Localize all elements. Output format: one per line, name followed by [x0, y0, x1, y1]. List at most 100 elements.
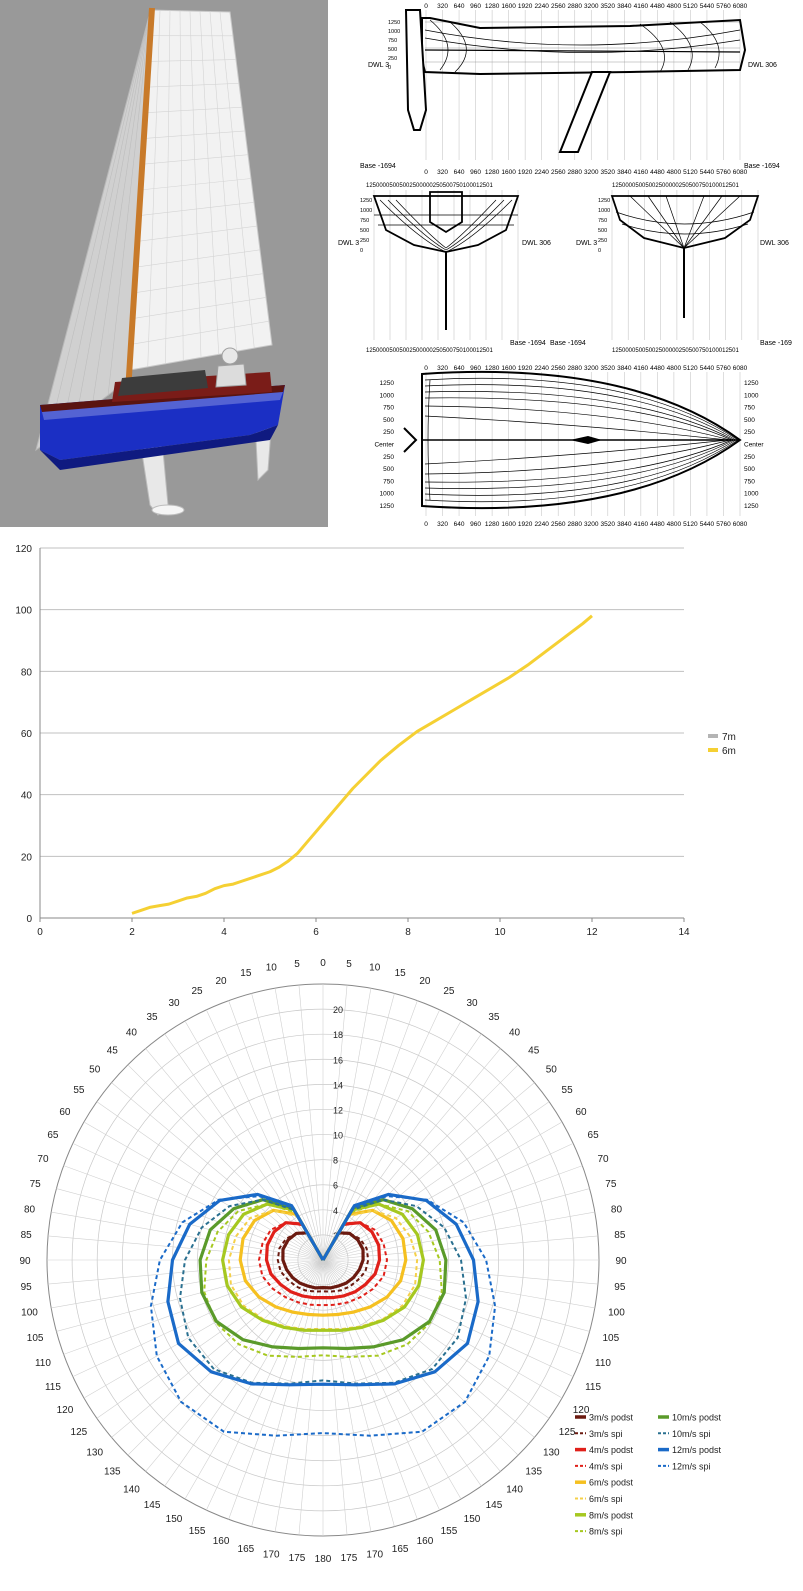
- plan-station-tick: 4160: [634, 365, 649, 372]
- profile-station-tick: 5440: [700, 3, 715, 10]
- angle-label: 50: [546, 1064, 558, 1075]
- angle-label: 125: [559, 1427, 576, 1438]
- profile-station-tick: 5120: [683, 3, 698, 10]
- plan-halfbreadth-tick: 1000: [380, 491, 395, 498]
- plan-station-tick: 960: [470, 521, 481, 528]
- angle-label: 140: [506, 1484, 523, 1495]
- angle-label: 60: [59, 1107, 71, 1118]
- profile-station-tick: 3840: [617, 169, 632, 176]
- angle-label: 80: [611, 1204, 623, 1215]
- angle-label: 75: [605, 1179, 617, 1190]
- profile-station-tick: 1600: [501, 3, 516, 10]
- body-fwd-waterline-right: DWL 306: [760, 240, 789, 247]
- plan-station-tick: 1920: [518, 365, 533, 372]
- plan-station-tick: 3200: [584, 521, 599, 528]
- profile-station-tick: 320: [437, 169, 448, 176]
- profile-station-tick: 2240: [534, 169, 549, 176]
- profile-waterline-left: DWL 3: [368, 62, 389, 69]
- body-fwd-base-left: Base -1694: [550, 340, 586, 347]
- profile-waterline-right: DWL 306: [748, 62, 777, 69]
- y-tick-label: 40: [21, 791, 33, 802]
- angle-label: 115: [585, 1382, 601, 1393]
- plan-halfbreadth-tick: 1000: [380, 392, 395, 399]
- radial-tick-label: 10: [333, 1131, 343, 1141]
- sailboat-render-svg: [0, 0, 328, 527]
- x-tick-label: 12: [586, 927, 598, 938]
- profile-station-tick: 6080: [733, 3, 748, 10]
- profile-station-tick: 4800: [667, 169, 682, 176]
- angle-label: 100: [21, 1308, 38, 1319]
- radial-tick-label: 18: [333, 1030, 343, 1040]
- angle-label: 170: [263, 1549, 280, 1560]
- x-tick-label: 8: [405, 927, 411, 938]
- angle-label: 75: [30, 1179, 42, 1190]
- body-fwd-height-tick: 500: [598, 228, 607, 234]
- legend-label: 4m/s podst: [589, 1445, 634, 1455]
- plan-station-tick: 4800: [667, 365, 682, 372]
- plan-halfbreadth-tick: 750: [383, 405, 394, 412]
- profile-station-tick: 640: [454, 3, 465, 10]
- profile-station-tick: 4800: [667, 3, 682, 10]
- angle-label: 80: [24, 1204, 36, 1215]
- profile-station-tick: 2880: [568, 169, 583, 176]
- line-chart-gridlines: [40, 548, 684, 918]
- angle-label: 110: [35, 1358, 51, 1369]
- angle-label: 180: [315, 1554, 332, 1565]
- profile-height-tick: 500: [388, 47, 397, 53]
- body-plan-aft: 12500005005002500000250500750100012501 1…: [338, 183, 551, 354]
- sailor-body: [216, 364, 246, 387]
- profile-station-tick: 2560: [551, 169, 566, 176]
- plan-halfbreadth-tick: 750: [744, 478, 755, 485]
- sailboat-render: [0, 0, 328, 527]
- plan-station-tick: 5120: [683, 521, 698, 528]
- plan-halfbreadth-tick: 250: [744, 454, 755, 461]
- y-tick-label: 120: [15, 544, 32, 555]
- angle-label: 55: [73, 1085, 85, 1096]
- legend-label: 3m/s spi: [589, 1429, 623, 1439]
- profile-station-tick: 3200: [584, 169, 599, 176]
- legend-label: 12m/s spi: [672, 1461, 711, 1471]
- plan-halfbreadth-tick: 250: [383, 454, 394, 461]
- x-tick-label: 2: [129, 927, 135, 938]
- profile-station-tick: 2560: [551, 3, 566, 10]
- plan-station-tick: 2560: [551, 521, 566, 528]
- angle-label: 100: [608, 1308, 625, 1319]
- body-aft-ticks-bottom: 12500005005002500000250500750100012501: [366, 348, 493, 354]
- profile-station-tick: 6080: [733, 169, 748, 176]
- body-fwd-ticks-top: 12500005005002500000250500750100012501: [612, 183, 739, 189]
- plan-station-tick: 0: [424, 521, 428, 528]
- angle-label: 20: [419, 976, 431, 987]
- body-fwd-height-tick: 750: [598, 218, 607, 224]
- y-tick-label: 80: [21, 667, 33, 678]
- plan-station-tick: 2240: [534, 521, 549, 528]
- plan-station-tick: 1280: [485, 521, 500, 528]
- line-chart-series: [132, 616, 592, 914]
- angle-label: 70: [37, 1154, 49, 1165]
- x-tick-label: 4: [221, 927, 227, 938]
- profile-station-tick: 0: [424, 3, 428, 10]
- plan-station-tick: 6080: [733, 521, 748, 528]
- profile-station-tick: 5760: [716, 3, 731, 10]
- angle-label: 55: [562, 1085, 574, 1096]
- angle-label: 165: [392, 1544, 409, 1555]
- plan-halfbreadth-tick: 1250: [380, 503, 395, 510]
- profile-station-tick: 5760: [716, 169, 731, 176]
- legend-label: 10m/s spi: [672, 1429, 711, 1439]
- profile-station-tick: 1280: [485, 169, 500, 176]
- plan-station-tick: 1920: [518, 521, 533, 528]
- angle-label: 5: [346, 959, 352, 970]
- body-plan-fwd: 12500005005002500000250500750100012501 1…: [550, 183, 792, 354]
- body-aft-base: Base -1694: [510, 340, 546, 347]
- profile-keel: [560, 72, 610, 152]
